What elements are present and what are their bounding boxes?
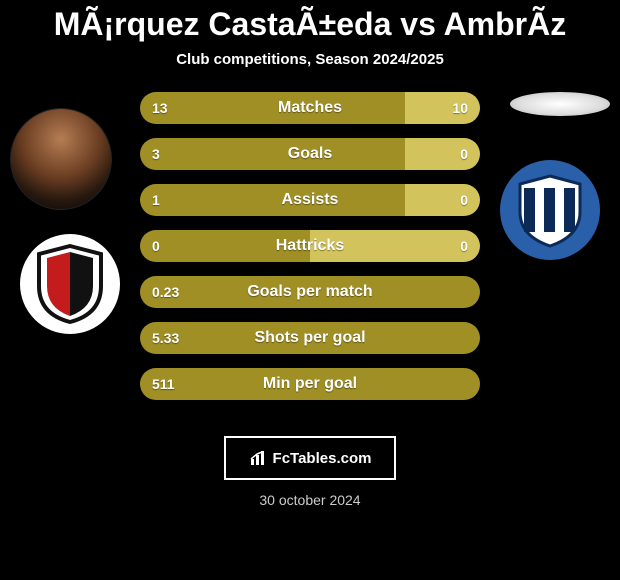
stat-bar-right xyxy=(310,230,480,262)
stat-bar-left xyxy=(140,322,480,354)
stat-bar-right xyxy=(405,138,480,170)
atlas-shield-icon xyxy=(35,244,105,324)
stat-row: 1310Matches xyxy=(140,92,480,124)
stat-bar-left xyxy=(140,276,480,308)
date-text: 30 october 2024 xyxy=(0,492,620,508)
stat-row: 511Min per goal xyxy=(140,368,480,400)
stat-row: 00Hattricks xyxy=(140,230,480,262)
stat-bar-left xyxy=(140,230,310,262)
stat-bar-left xyxy=(140,184,405,216)
page-subtitle: Club competitions, Season 2024/2025 xyxy=(0,51,620,68)
stat-bar-right xyxy=(405,92,480,124)
brand-box: FcTables.com xyxy=(224,436,396,480)
stat-bar-left xyxy=(140,92,405,124)
stat-bar-left xyxy=(140,138,405,170)
stat-bars: 1310Matches 30Goals 10Assists 00Hattricks 0.… xyxy=(140,92,480,400)
brand-text: FcTables.com xyxy=(273,450,372,467)
stat-bar-right xyxy=(405,184,480,216)
club-left-badge xyxy=(20,234,120,334)
monterrey-shield-icon xyxy=(510,170,590,250)
compare-area: 1310Matches 30Goals 10Assists 00Hattricks 0.… xyxy=(0,92,620,422)
stat-row: 0.23Goals per match xyxy=(140,276,480,308)
stat-bar-left xyxy=(140,368,480,400)
chart-icon xyxy=(249,449,267,467)
stat-row: 5.33Shots per goal xyxy=(140,322,480,354)
player-left-avatar xyxy=(10,108,112,210)
stat-row: 30Goals xyxy=(140,138,480,170)
page-title: MÃ¡rquez CastaÃ±eda vs AmbrÃ­z xyxy=(0,6,620,43)
club-right-badge xyxy=(500,160,600,260)
stat-row: 10Assists xyxy=(140,184,480,216)
comparison-card: MÃ¡rquez CastaÃ±eda vs AmbrÃ­z Club comp… xyxy=(0,0,620,580)
player-right-avatar xyxy=(510,92,610,116)
